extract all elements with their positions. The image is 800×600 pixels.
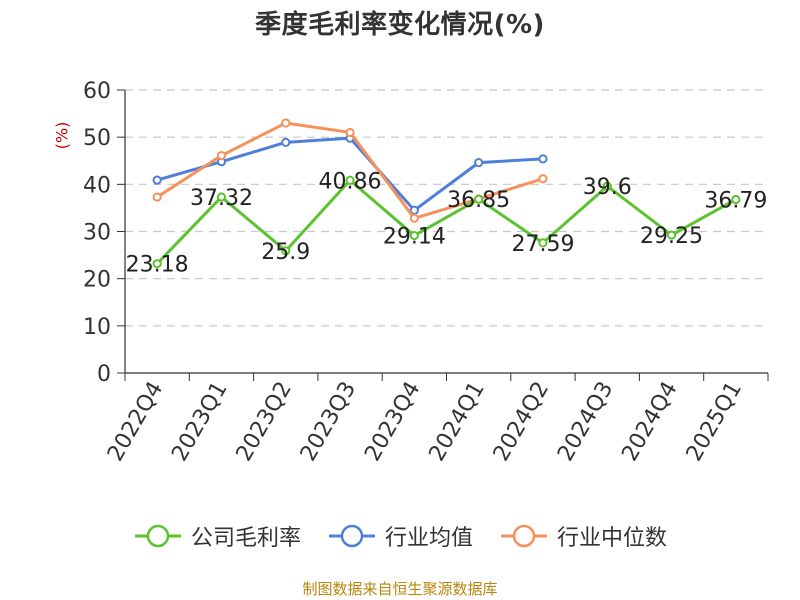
data-point <box>666 230 677 240</box>
y-tick-label: 30 <box>83 221 111 246</box>
data-point <box>602 181 612 191</box>
data-label: 40.86 <box>319 169 382 194</box>
data-point <box>474 194 484 204</box>
data-point <box>474 158 484 168</box>
data-label: 29.14 <box>383 225 446 250</box>
data-label: 25.9 <box>261 240 310 265</box>
data-label: 29.25 <box>640 224 703 249</box>
data-label: 36.85 <box>447 188 510 213</box>
legend-marker-icon <box>134 524 181 548</box>
source-note: 制图数据来自恒生聚源数据库 <box>302 580 498 598</box>
data-point <box>152 259 162 269</box>
data-point <box>152 175 162 185</box>
data-point <box>538 154 548 164</box>
legend-circle <box>340 524 364 548</box>
y-tick-label: 20 <box>83 268 111 293</box>
data-point <box>216 192 227 202</box>
data-point <box>538 238 548 248</box>
legend-circle <box>146 524 170 548</box>
x-tick-label: 2024Q4 <box>617 378 682 466</box>
y-tick-label: 40 <box>83 173 111 198</box>
x-tick-label: 2023Q3 <box>296 378 361 466</box>
series-line-0 <box>156 178 737 265</box>
y-tick-label: 0 <box>97 362 111 387</box>
data-point <box>152 192 162 202</box>
data-point <box>345 175 355 185</box>
legend-label: 行业中位数 <box>557 526 668 551</box>
data-point <box>281 137 291 147</box>
x-tick-label: 2024Q2 <box>489 378 554 466</box>
data-label: 36.79 <box>704 188 767 213</box>
data-point <box>345 127 355 138</box>
x-tick-label: 2024Q3 <box>553 378 618 466</box>
x-tick-label: 2023Q4 <box>360 378 425 466</box>
data-point <box>216 150 227 161</box>
data-point <box>281 246 291 256</box>
x-tick-label: 2025Q1 <box>682 378 747 466</box>
grid-lines <box>125 89 768 327</box>
x-tick-label: 2023Q2 <box>232 378 297 466</box>
data-label: 37.32 <box>190 186 253 211</box>
data-point <box>281 118 291 128</box>
legend-item[interactable]: 行业均值 <box>327 520 473 552</box>
x-tick-label: 2023Q1 <box>167 378 232 466</box>
legend: 公司毛利率 行业均值 行业中位数 <box>0 520 800 552</box>
data-point <box>731 194 741 205</box>
legend-marker-icon <box>501 524 547 548</box>
data-point <box>409 213 419 223</box>
data-label: 23.18 <box>126 253 189 278</box>
chart-title: 季度毛利率变化情况(%) <box>255 10 545 40</box>
y-tick-label: 60 <box>83 79 111 104</box>
data-label: 27.59 <box>511 232 574 257</box>
legend-item[interactable]: 公司毛利率 <box>133 520 301 552</box>
data-label: 39.6 <box>583 175 632 200</box>
legend-item[interactable]: 行业中位数 <box>499 520 667 552</box>
y-tick-label: 10 <box>83 315 111 340</box>
legend-label: 公司毛利率 <box>190 526 301 551</box>
legend-marker-icon <box>328 524 375 548</box>
series-lines <box>152 118 741 269</box>
y-tick-label: 50 <box>83 126 111 151</box>
x-tick-label: 2022Q4 <box>103 378 168 466</box>
data-point <box>538 174 548 184</box>
legend-label: 行业均值 <box>384 526 473 551</box>
data-point <box>409 230 419 241</box>
x-tick-label: 2024Q1 <box>425 378 490 466</box>
legend-circle <box>512 524 536 548</box>
